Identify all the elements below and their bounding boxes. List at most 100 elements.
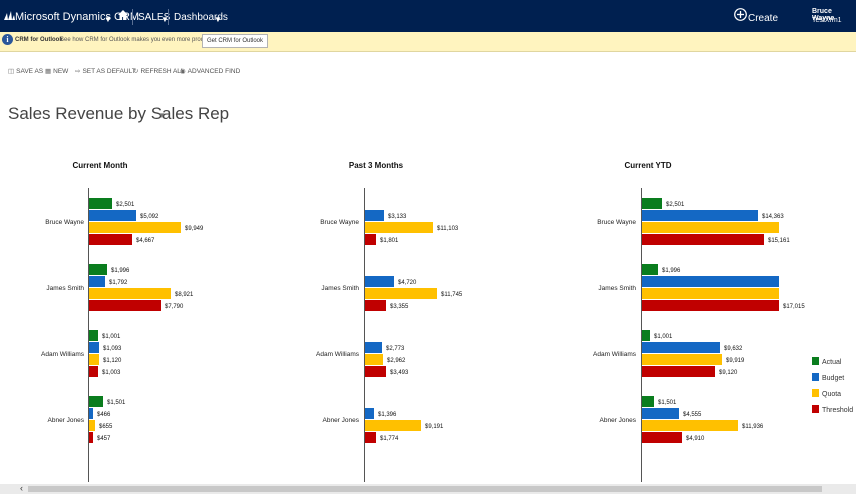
chart-bar bbox=[642, 264, 658, 275]
save-as-label: SAVE AS bbox=[16, 68, 44, 75]
chart-bar bbox=[642, 432, 682, 443]
refresh-all-button[interactable]: ↻ REFRESH ALL bbox=[133, 67, 185, 75]
notification-bar: i CRM for Outlook See how CRM for Outloo… bbox=[0, 32, 856, 52]
data-label: $3,355 bbox=[390, 304, 409, 310]
new-label: NEW bbox=[53, 68, 69, 75]
home-icon[interactable] bbox=[118, 10, 128, 20]
data-label: $1,996 bbox=[662, 268, 681, 274]
chart-bar bbox=[89, 198, 112, 209]
scrollbar-thumb[interactable] bbox=[28, 486, 822, 492]
dynamics-logo-icon bbox=[4, 11, 15, 20]
nav-sales[interactable]: SALES bbox=[138, 12, 171, 23]
data-label: $1,001 bbox=[102, 334, 121, 340]
chart-bar bbox=[365, 366, 386, 377]
chart-bar bbox=[89, 432, 93, 443]
chart-bar bbox=[642, 300, 779, 311]
chart-bar bbox=[365, 300, 386, 311]
create-button[interactable]: Create bbox=[748, 13, 779, 24]
chart-bar bbox=[365, 288, 437, 299]
chart-bar bbox=[89, 264, 107, 275]
category-label: Abner Jones bbox=[48, 417, 85, 424]
nav-dashboards[interactable]: Dashboards bbox=[174, 12, 228, 23]
chart-bar bbox=[642, 420, 738, 431]
charts-canvas: Current Month Bruce Wayne $2,501 $5,092 $9,9… bbox=[41, 161, 805, 482]
data-label: $1,501 bbox=[658, 400, 677, 406]
data-label: $2,501 bbox=[116, 202, 135, 208]
data-label: $9,191 bbox=[425, 424, 444, 430]
chart-bar bbox=[89, 210, 136, 221]
chart-bar bbox=[89, 234, 132, 245]
chart-title: Current YTD bbox=[625, 161, 672, 170]
data-label: $1,801 bbox=[380, 238, 399, 244]
chart-bar bbox=[89, 396, 103, 407]
data-label: $655 bbox=[99, 424, 113, 430]
new-button[interactable]: ▦ NEW bbox=[45, 67, 68, 75]
chart-bar bbox=[642, 222, 779, 233]
data-label: $8,921 bbox=[175, 292, 194, 298]
data-label: $9,632 bbox=[724, 346, 743, 352]
scroll-left-icon[interactable]: ‹ bbox=[20, 483, 23, 493]
horizontal-scrollbar[interactable]: ‹ bbox=[0, 483, 856, 494]
data-label: $1,001 bbox=[654, 334, 673, 340]
app-title[interactable]: Microsoft Dynamics CRM bbox=[15, 11, 140, 23]
chart-bar bbox=[89, 354, 99, 365]
category-label: Bruce Wayne bbox=[597, 219, 636, 226]
chart-bar bbox=[642, 210, 758, 221]
chart-bar bbox=[89, 420, 95, 431]
data-label: $4,720 bbox=[398, 280, 417, 286]
legend-item-budget: Budget bbox=[812, 373, 844, 382]
data-label: $11,936 bbox=[742, 424, 764, 430]
data-label: $1,120 bbox=[103, 358, 122, 364]
create-plus-icon[interactable] bbox=[734, 8, 747, 21]
legend-item-threshold: Threshold bbox=[812, 405, 853, 414]
data-label: $14,363 bbox=[762, 214, 784, 220]
chart-bar bbox=[365, 420, 421, 431]
data-label: $9,120 bbox=[719, 370, 738, 376]
chart-bar bbox=[365, 354, 383, 365]
data-label: $1,093 bbox=[103, 346, 122, 352]
chevron-down-icon[interactable]: ▼ bbox=[161, 15, 169, 24]
legend-swatch bbox=[812, 405, 819, 413]
legend-swatch bbox=[812, 357, 819, 365]
data-label: $2,773 bbox=[386, 346, 405, 352]
category-label: Adam Williams bbox=[593, 351, 637, 358]
legend-label: Threshold bbox=[822, 407, 854, 414]
data-label: $1,003 bbox=[102, 370, 121, 376]
category-label: James Smith bbox=[46, 285, 84, 292]
chart-bar bbox=[642, 276, 779, 287]
chevron-down-icon[interactable]: ▼ bbox=[158, 111, 166, 120]
chevron-down-icon[interactable]: ▼ bbox=[104, 15, 112, 24]
pin-icon: ⇨ bbox=[75, 68, 81, 75]
data-label: $1,996 bbox=[111, 268, 130, 274]
save-as-button[interactable]: ◫ SAVE AS bbox=[8, 67, 43, 75]
advanced-find-label: ADVANCED FIND bbox=[187, 68, 241, 75]
chart-bar bbox=[365, 408, 374, 419]
get-crm-outlook-button[interactable]: Get CRM for Outlook bbox=[202, 34, 269, 48]
chart-bar bbox=[89, 408, 93, 419]
chart-title: Current Month bbox=[72, 161, 127, 170]
data-label: $3,493 bbox=[390, 370, 409, 376]
chart-bar bbox=[89, 366, 98, 377]
user-name[interactable]: Bruce Wayne bbox=[812, 8, 835, 22]
chart-bar bbox=[89, 300, 161, 311]
chart-bar bbox=[642, 408, 679, 419]
dashboard-title[interactable]: Sales Revenue by Sales Rep bbox=[8, 104, 230, 123]
chart-bar bbox=[365, 432, 376, 443]
nav-separator bbox=[168, 9, 169, 25]
set-as-default-button[interactable]: ⇨ SET AS DEFAULT bbox=[75, 67, 136, 75]
chart-bar bbox=[365, 342, 382, 353]
data-label: $1,396 bbox=[378, 412, 397, 418]
notification-title: CRM for Outlook bbox=[15, 37, 63, 43]
advanced-find-button[interactable]: ◉ ADVANCED FIND bbox=[180, 67, 240, 75]
chart-bar bbox=[642, 366, 715, 377]
category-label: Adam Williams bbox=[41, 351, 85, 358]
data-label: $7,790 bbox=[165, 304, 184, 310]
legend-label: Actual bbox=[822, 359, 842, 366]
chart-bar bbox=[642, 330, 650, 341]
refresh-icon: ↻ bbox=[133, 68, 139, 75]
data-label: $1,501 bbox=[107, 400, 126, 406]
chevron-down-icon[interactable]: ▼ bbox=[214, 15, 222, 24]
legend-label: Budget bbox=[822, 375, 845, 382]
data-label: $4,555 bbox=[683, 412, 702, 418]
save-as-icon: ◫ bbox=[8, 68, 15, 75]
